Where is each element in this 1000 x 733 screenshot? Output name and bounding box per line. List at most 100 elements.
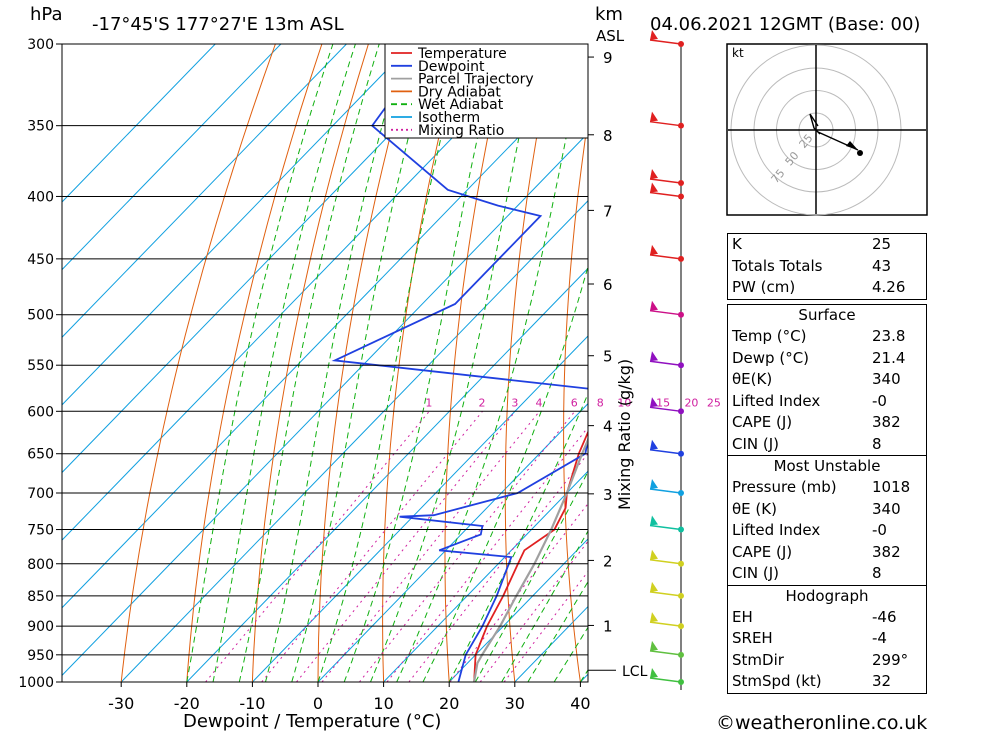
index-row: StmSpd (kt) 32: [732, 672, 892, 690]
storm-motion-arrowhead: [846, 141, 858, 150]
wind-barb-shaft: [649, 309, 682, 316]
mixing-ratio-label: 2: [478, 396, 485, 409]
isotherm: [383, 470, 588, 682]
mixing-ratio-line: [386, 426, 588, 682]
index-row: Lifted Index -0: [732, 391, 887, 410]
wind-barb-shaft: [649, 360, 682, 366]
hodograph-unit: kt: [732, 46, 744, 60]
wind-barb-shaft: [649, 559, 682, 565]
mixing-ratio-label: 20: [684, 396, 698, 409]
isotherm: [62, 44, 413, 406]
dry-adiabat: [973, 44, 1000, 682]
surface-title: Surface: [798, 306, 856, 324]
wind-barb-shaft: [649, 120, 682, 127]
wind-barb-flag: [650, 581, 658, 592]
hodograph-title: Hodograph: [728, 584, 926, 607]
pressure-tick-label: 350: [27, 119, 54, 135]
x-tick-label: 10: [373, 694, 393, 713]
legend-label: Mixing Ratio: [418, 123, 504, 139]
mixing-ratio-label: 15: [656, 396, 670, 409]
x-tick-label: 20: [439, 694, 459, 713]
wind-barb-shaft: [649, 39, 682, 45]
index-row: StmDir 299°: [732, 650, 909, 669]
x-tick-label: 30: [505, 694, 525, 713]
index-row: CIN (J) 8: [732, 434, 882, 453]
index-row: PW (cm) 4.26: [732, 278, 906, 296]
mixing-ratio-label: 10: [617, 396, 631, 409]
km-tick-label: 1: [603, 617, 613, 635]
wet-adiabat: [501, 530, 588, 682]
isotherm: [62, 44, 347, 338]
wind-barb-shaft: [649, 448, 682, 455]
pressure-tick-label: 650: [27, 447, 54, 463]
mixing-ratio-axis-label: Mixing Ratio (g/kg): [615, 359, 634, 510]
wind-profile: [649, 30, 684, 690]
index-row: EH -46: [732, 607, 897, 626]
isotherm: [120, 200, 588, 682]
pressure-tick-label: 550: [27, 358, 54, 374]
wind-barb-flag: [650, 397, 658, 408]
wind-barb-shaft: [649, 677, 682, 683]
index-row: Lifted Index -0: [732, 521, 887, 539]
lcl-label: LCL: [622, 664, 648, 680]
wet-adiabat: [474, 470, 588, 682]
wind-barb-flag: [650, 515, 658, 526]
pressure-tick-label: 400: [27, 189, 54, 205]
asl-label: ASL: [596, 27, 625, 45]
wet-adiabat: [186, 44, 334, 682]
km-tick-label: 8: [603, 127, 613, 145]
isotherm: [62, 64, 588, 609]
dry-adiabat: [120, 44, 276, 682]
wind-barb-shaft: [649, 178, 682, 184]
mixing-ratio-label: 4: [535, 396, 542, 409]
isotherm: [62, 44, 479, 474]
isotherm: [448, 538, 588, 682]
x-tick-label: -10: [239, 694, 265, 713]
wind-barb-flag: [650, 244, 658, 255]
wind-barb-flag: [650, 478, 658, 489]
index-row: CAPE (J) 382: [732, 542, 901, 561]
pressure-tick-label: 950: [27, 648, 54, 664]
wind-barb-shaft: [649, 488, 682, 494]
x-tick-label: 0: [313, 694, 323, 713]
index-row: K 25: [732, 235, 892, 253]
mixing-ratio-label: 3: [511, 396, 518, 409]
wind-barb-flag: [650, 351, 658, 362]
wind-barb-flag: [650, 169, 658, 180]
mixing-ratio-line: [321, 410, 540, 682]
legend-label: Wet Adiabat: [418, 97, 504, 113]
isotherm: [186, 267, 588, 682]
index-row: CIN (J) 8: [732, 564, 882, 582]
hpa-label: hPa: [30, 4, 62, 25]
wind-barb-flag: [650, 30, 658, 40]
wind-barb-flag: [650, 111, 658, 122]
km-label: km: [595, 4, 623, 25]
index-row: SREH -4: [732, 629, 887, 647]
wind-barb-flag: [650, 182, 658, 193]
index-row: Temp (°C) 23.8: [732, 327, 906, 345]
indices-general: K 25 Totals Totals 43 PW (cm) 4.26: [727, 233, 927, 300]
wind-barb-flag: [650, 549, 658, 560]
dry-adiabat: [926, 44, 1000, 682]
km-tick-label: 7: [603, 202, 613, 220]
wet-adiabat: [317, 44, 465, 682]
x-axis-label: Dewpoint / Temperature (°C): [183, 711, 441, 732]
pressure-tick-label: 300: [27, 37, 54, 53]
wet-adiabat: [265, 44, 406, 682]
mixing-ratio-label: 25: [707, 396, 721, 409]
legend-label: Dewpoint: [418, 59, 485, 75]
x-tick-label: -30: [108, 694, 134, 713]
mixing-ratio-label: 8: [597, 396, 604, 409]
copyright: ©weatheronline.co.uk: [716, 712, 927, 733]
pressure-tick-label: 800: [27, 557, 54, 573]
legend-label: Dry Adiabat: [418, 84, 501, 100]
mixing-ratio-label: 1: [425, 396, 432, 409]
pressure-tick-label: 700: [27, 486, 54, 502]
pressure-tick-label: 600: [27, 404, 54, 420]
wind-barb-shaft: [649, 254, 682, 260]
legend-label: Temperature: [417, 46, 507, 62]
indices-surface: Surface Temp (°C) 23.8 Dewp (°C) 21.4 θE(K…: [727, 304, 927, 694]
